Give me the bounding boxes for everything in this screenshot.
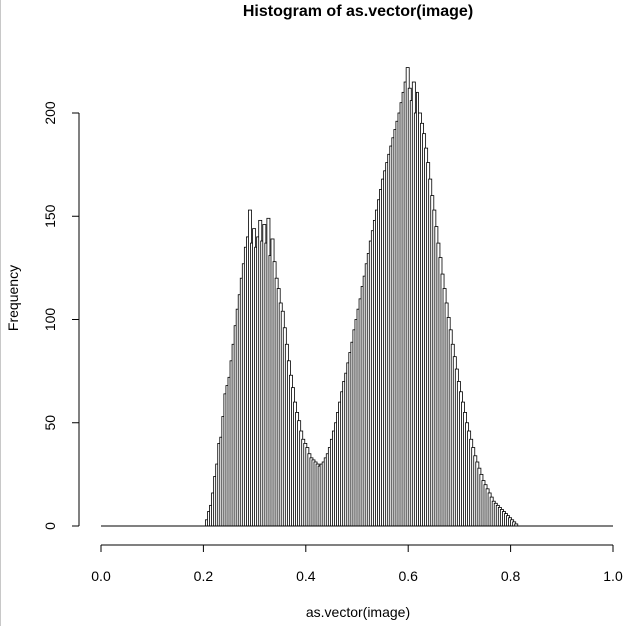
y-tick-label: 150 — [42, 204, 58, 228]
y-tick-label: 50 — [42, 415, 58, 431]
x-axis: 0.0 0.2 0.4 0.6 0.8 1.0 — [91, 544, 623, 584]
y-tick-label: 100 — [42, 308, 58, 332]
x-tick-label: 0.8 — [501, 568, 521, 584]
x-tick-label: 0.0 — [91, 568, 111, 584]
x-tick-label: 1.0 — [603, 568, 623, 584]
x-tick-label: 0.2 — [194, 568, 214, 584]
x-tick-label: 0.6 — [398, 568, 418, 584]
y-axis-label: Frequency — [5, 265, 21, 331]
chart-title: Histogram of as.vector(image) — [243, 3, 473, 20]
y-axis: 0 50 100 150 200 — [42, 101, 80, 530]
y-tick-label: 200 — [42, 101, 58, 125]
x-tick-label: 0.4 — [296, 568, 316, 584]
y-tick-label: 0 — [42, 522, 58, 530]
window-border — [0, 0, 1, 626]
x-axis-label: as.vector(image) — [306, 604, 410, 620]
histogram-bars — [101, 67, 613, 527]
